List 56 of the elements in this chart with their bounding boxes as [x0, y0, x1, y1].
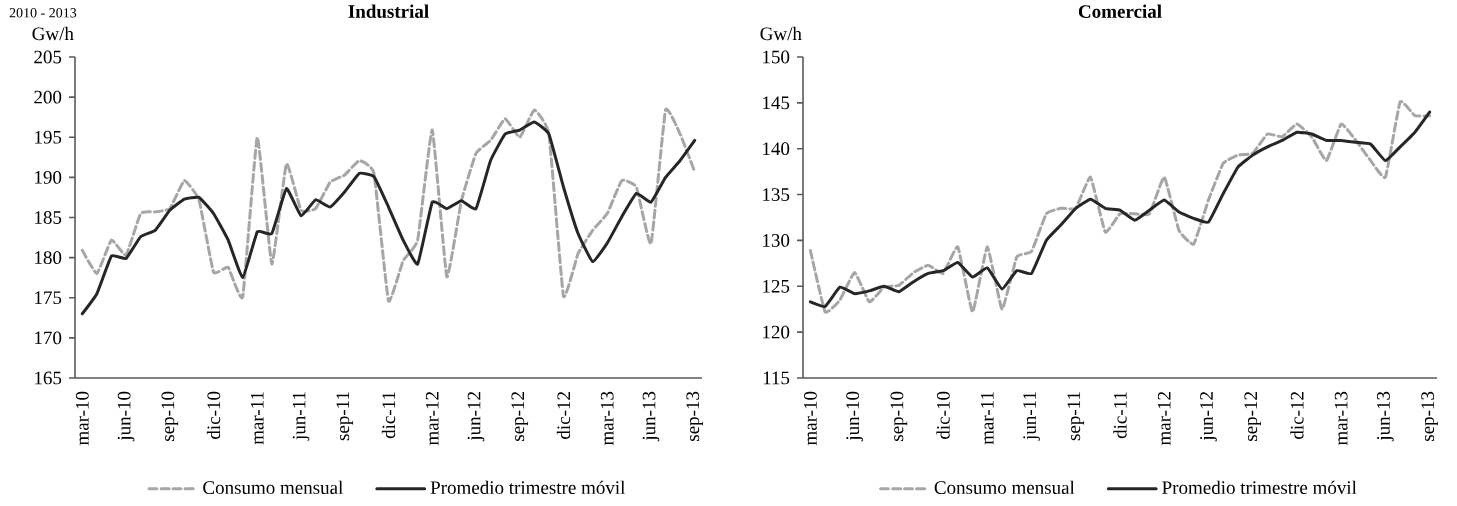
x-tick-label: mar-11 [250, 392, 264, 445]
y-tick-label: 130 [763, 234, 790, 247]
x-tick-label: jun-12 [467, 392, 485, 442]
legend-label: Promedio trimestre móvil [430, 480, 626, 495]
y-tick-label: 180 [35, 251, 62, 265]
y-axis-title: Gw/h [32, 26, 74, 41]
chart-title: Industrial [348, 4, 429, 18]
y-tick-label: 145 [763, 96, 790, 110]
y-tick-label: 120 [763, 325, 790, 339]
x-tick-label: sep-12 [1244, 392, 1262, 441]
x-tick-label: jun-11 [292, 392, 310, 441]
legend-label: Consumo mensual [203, 480, 343, 495]
y-tick-label: 175 [35, 291, 62, 305]
x-tick-label: dic-10 [206, 391, 221, 439]
x-tick-label: dic-12 [556, 392, 571, 439]
x-tick-label: sep-12 [511, 392, 529, 441]
x-tick-label: sep-10 [161, 391, 179, 441]
y-axis-title: Gw/h [760, 26, 802, 41]
x-tick-label: jun-13 [1377, 391, 1394, 442]
x-tick-label: sep-11 [1067, 392, 1085, 441]
x-tick-label: jun-10 [846, 391, 863, 442]
x-tick-label: sep-13 [686, 391, 704, 441]
y-tick-label: 135 [763, 188, 790, 201]
y-tick-label: 195 [35, 130, 62, 144]
x-tick-label: mar-12 [425, 392, 439, 446]
x-tick-label: dic-10 [936, 391, 950, 439]
x-tick-label: mar-11 [980, 392, 994, 445]
x-tick-label: mar-13 [600, 391, 614, 446]
chart-title: Comercial [1078, 4, 1162, 18]
y-tick-label: 150 [763, 50, 790, 64]
y-tick-label: 165 [35, 371, 62, 385]
x-tick-label: dic-11 [1113, 392, 1127, 439]
legend-label: Promedio trimestre móvil [1162, 480, 1357, 495]
x-tick-label: dic-12 [1290, 392, 1304, 439]
x-tick-label: jun-10 [117, 391, 135, 442]
y-tick-label: 205 [34, 50, 62, 64]
x-tick-label: sep-13 [1421, 391, 1438, 441]
x-tick-label: jun-13 [642, 391, 660, 442]
x-tick-label: sep-11 [336, 392, 354, 441]
y-tick-label: 185 [35, 211, 62, 224]
y-tick-label: 200 [34, 90, 62, 104]
x-tick-label: mar-12 [1157, 392, 1171, 446]
x-tick-label: dic-11 [381, 392, 396, 439]
x-tick-label: jun-11 [1023, 392, 1040, 441]
x-tick-label: mar-10 [75, 391, 89, 446]
y-tick-label: 115 [763, 371, 790, 385]
text: 2010 - 2013 [9, 8, 77, 18]
x-tick-label: sep-10 [890, 391, 908, 441]
y-tick-label: 140 [763, 142, 790, 156]
y-tick-label: 125 [763, 279, 790, 293]
x-tick-label: mar-10 [803, 391, 817, 446]
x-tick-label: mar-13 [1334, 391, 1348, 446]
y-tick-label: 190 [35, 170, 62, 184]
legend-label: Consumo mensual [934, 480, 1075, 495]
x-tick-label: jun-12 [1200, 392, 1217, 442]
y-tick-label: 170 [35, 331, 62, 345]
